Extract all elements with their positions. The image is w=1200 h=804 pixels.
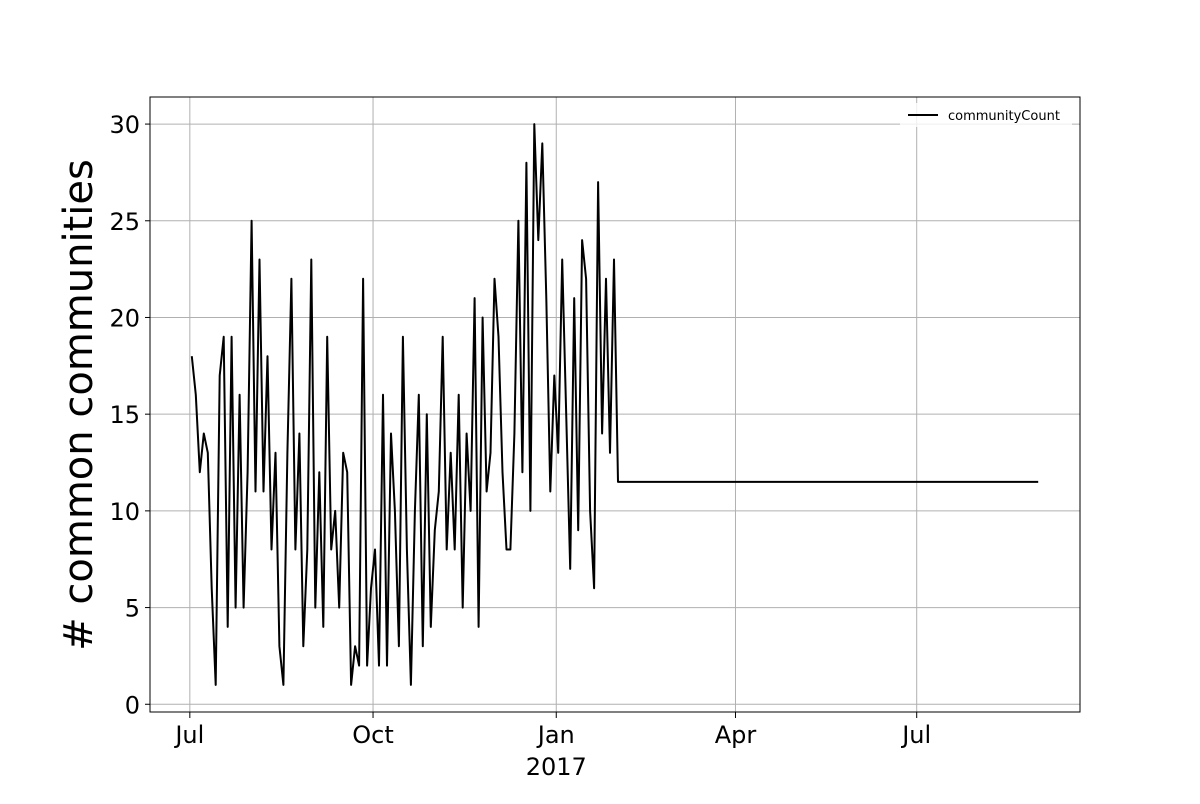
y-tick-label: 10	[109, 498, 140, 526]
x-tick-label: Apr	[715, 721, 757, 749]
x-tick-label: Jul	[900, 721, 931, 749]
y-tick-label: 0	[125, 691, 140, 719]
y-tick-label: 5	[125, 595, 140, 623]
y-axis-label: # common communities	[56, 159, 102, 651]
data-line	[190, 123, 1039, 686]
y-tick-label: 25	[109, 208, 140, 236]
legend: communityCount	[900, 103, 1072, 127]
y-tick-label: 15	[109, 401, 140, 429]
y-tick-label: 20	[109, 304, 140, 332]
x-tick-label: Jan 2017	[526, 721, 587, 781]
plot-frame	[149, 96, 1081, 713]
y-tick-label: 30	[109, 111, 140, 139]
x-tick-label: Jul	[173, 721, 204, 749]
legend-label: communityCount	[948, 109, 1060, 124]
x-tick-label: Oct	[352, 721, 394, 749]
